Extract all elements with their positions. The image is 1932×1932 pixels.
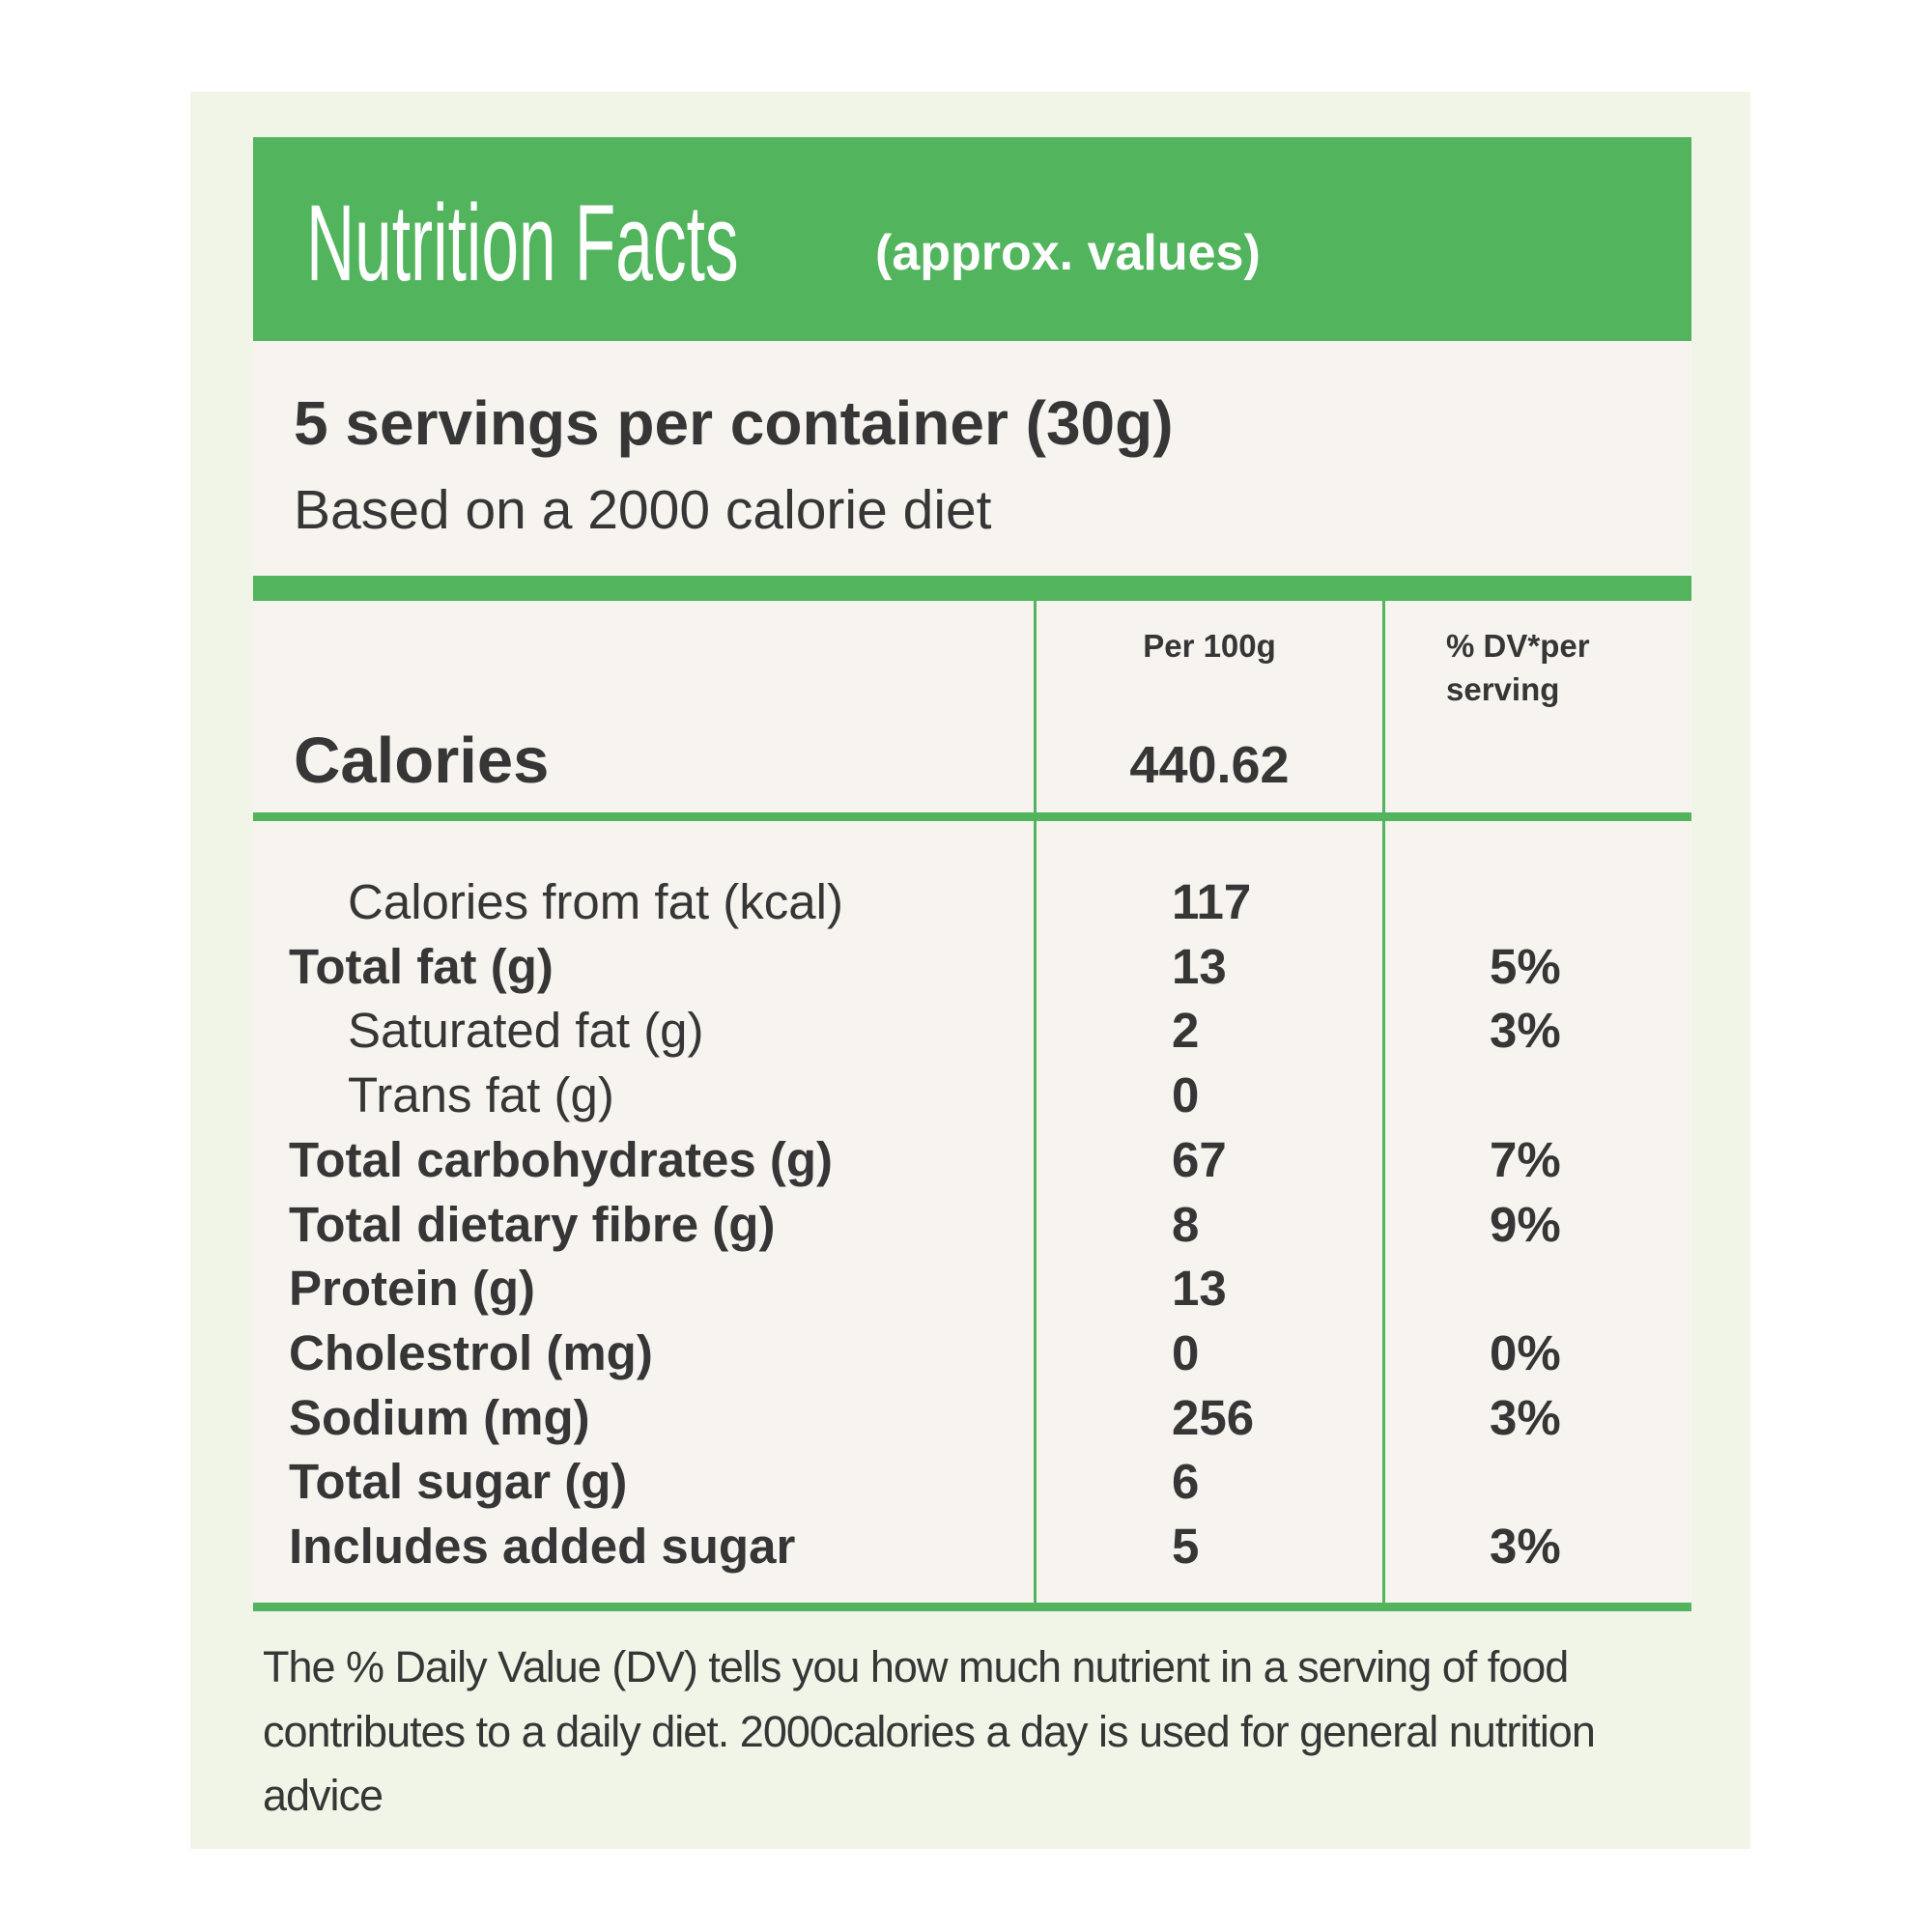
nutrient-label: Saturated fat (g)	[348, 1003, 704, 1059]
dv-value: 3%	[1490, 1519, 1561, 1574]
dv-value: 9%	[1490, 1196, 1561, 1252]
nutrient-label: Total sugar (g)	[289, 1454, 628, 1510]
per-100g-value: 67	[1172, 1131, 1227, 1187]
dv-value: 3%	[1490, 1389, 1561, 1445]
nutrient-label: Includes added sugar	[289, 1519, 796, 1574]
divider-thick	[253, 576, 1691, 601]
dv-value: 7%	[1490, 1131, 1561, 1187]
dv-value: 3%	[1490, 1003, 1561, 1059]
calories-label: Calories	[294, 724, 550, 797]
nutrient-label: Total fat (g)	[289, 938, 554, 994]
per-100g-value: 13	[1172, 938, 1227, 994]
per-100g-value: 5	[1172, 1519, 1200, 1574]
title: Nutrition Facts	[306, 183, 739, 303]
calories-value: 440.62	[1129, 736, 1290, 794]
dv-value: 0%	[1490, 1324, 1561, 1380]
per-100g-value: 0	[1172, 1067, 1200, 1123]
nutrient-label: Trans fat (g)	[348, 1067, 614, 1123]
nutrient-label: Total dietary fibre (g)	[289, 1196, 776, 1252]
header-band	[253, 137, 1691, 341]
column-line	[1034, 601, 1037, 1606]
divider	[253, 1603, 1691, 1611]
nutrient-label: Total carbohydrates (g)	[289, 1131, 833, 1187]
basis: Based on a 2000 calorie diet	[294, 479, 992, 541]
divider	[253, 812, 1691, 821]
per-100g-value: 13	[1172, 1261, 1227, 1317]
label-body	[253, 137, 1691, 1606]
nutrient-label: Cholestrol (mg)	[289, 1324, 653, 1380]
servings: 5 servings per container (30g)	[294, 388, 1174, 458]
column-header: Per 100g	[1143, 628, 1276, 664]
per-100g-value: 6	[1172, 1454, 1200, 1510]
per-100g-value: 117	[1172, 874, 1252, 929]
subtitle: (approx. values)	[875, 225, 1261, 281]
per-100g-value: 2	[1172, 1003, 1200, 1059]
column-header: % DV*per serving	[1446, 628, 1590, 707]
nutrient-label: Sodium (mg)	[289, 1389, 590, 1445]
per-100g-value: 0	[1172, 1324, 1200, 1380]
column-line	[1382, 601, 1385, 1606]
per-100g-value: 8	[1172, 1196, 1200, 1252]
per-100g-value: 256	[1172, 1389, 1255, 1445]
nutrient-label: Protein (g)	[289, 1261, 535, 1317]
dv-value: 5%	[1490, 938, 1561, 994]
nutrient-label: Calories from fat (kcal)	[348, 874, 843, 929]
footnote: The % Daily Value (DV) tells you how muc…	[263, 1642, 1596, 1821]
